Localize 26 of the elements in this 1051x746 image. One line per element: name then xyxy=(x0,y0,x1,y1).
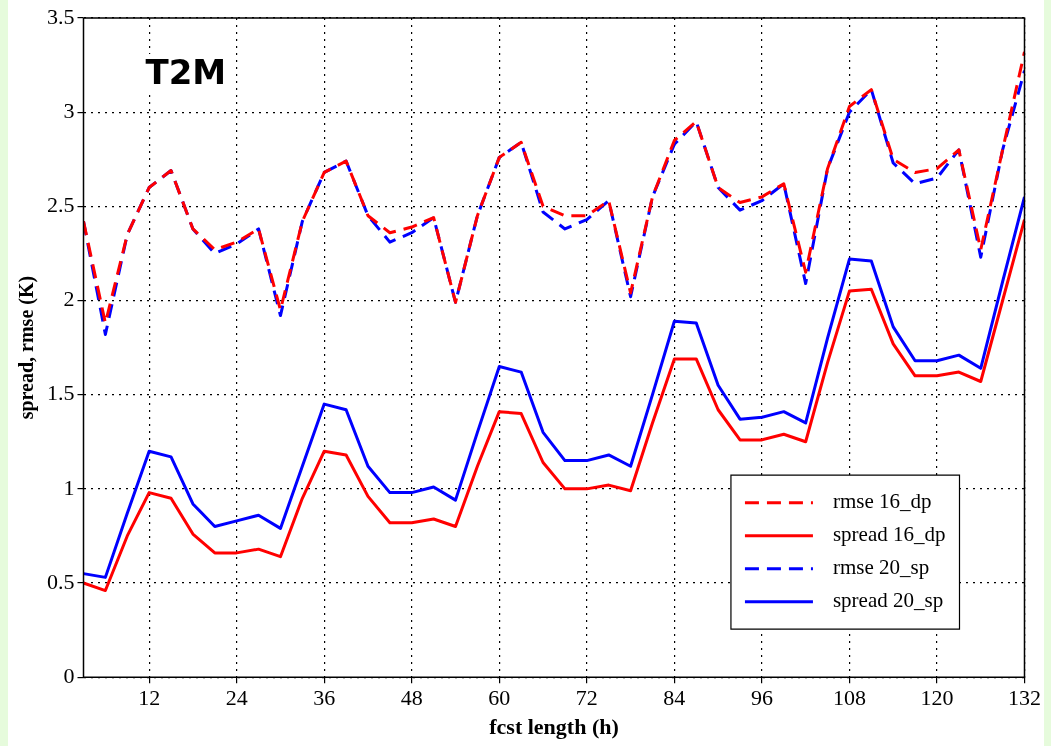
y-tick-label: 2.5 xyxy=(47,192,75,218)
y-tick-label: 3 xyxy=(63,97,75,123)
y-axis-title: spread, rmse (K) xyxy=(15,275,39,420)
x-axis-title: fcst length (h) xyxy=(489,714,619,740)
y-tick-label: 0.5 xyxy=(47,568,75,594)
y-tick-label: 3.5 xyxy=(47,3,75,29)
legend-label: spread 20_sp xyxy=(832,588,944,613)
x-tick-label: 84 xyxy=(663,685,686,711)
x-tick-label: 12 xyxy=(138,685,161,711)
legend-label: spread 16_dp xyxy=(832,522,946,547)
y-tick-label: 1 xyxy=(63,474,75,500)
y-tick-label: 0 xyxy=(63,662,75,688)
x-tick-label: 24 xyxy=(225,685,248,711)
x-tick-label: 60 xyxy=(488,685,511,711)
annotation: T2M xyxy=(145,51,227,92)
y-tick-label: 1.5 xyxy=(47,380,75,406)
legend-label: rmse 16_dp xyxy=(832,489,932,514)
x-tick-label: 96 xyxy=(750,685,773,711)
x-tick-label: 120 xyxy=(920,685,954,711)
y-tick-label: 2 xyxy=(63,286,75,312)
x-tick-label: 108 xyxy=(832,685,866,711)
x-tick-label: 132 xyxy=(1008,685,1041,711)
x-tick-label: 36 xyxy=(313,685,336,711)
x-tick-label: 48 xyxy=(400,685,423,711)
x-tick-label: 72 xyxy=(575,685,598,711)
legend-label: rmse 20_sp xyxy=(832,555,930,580)
